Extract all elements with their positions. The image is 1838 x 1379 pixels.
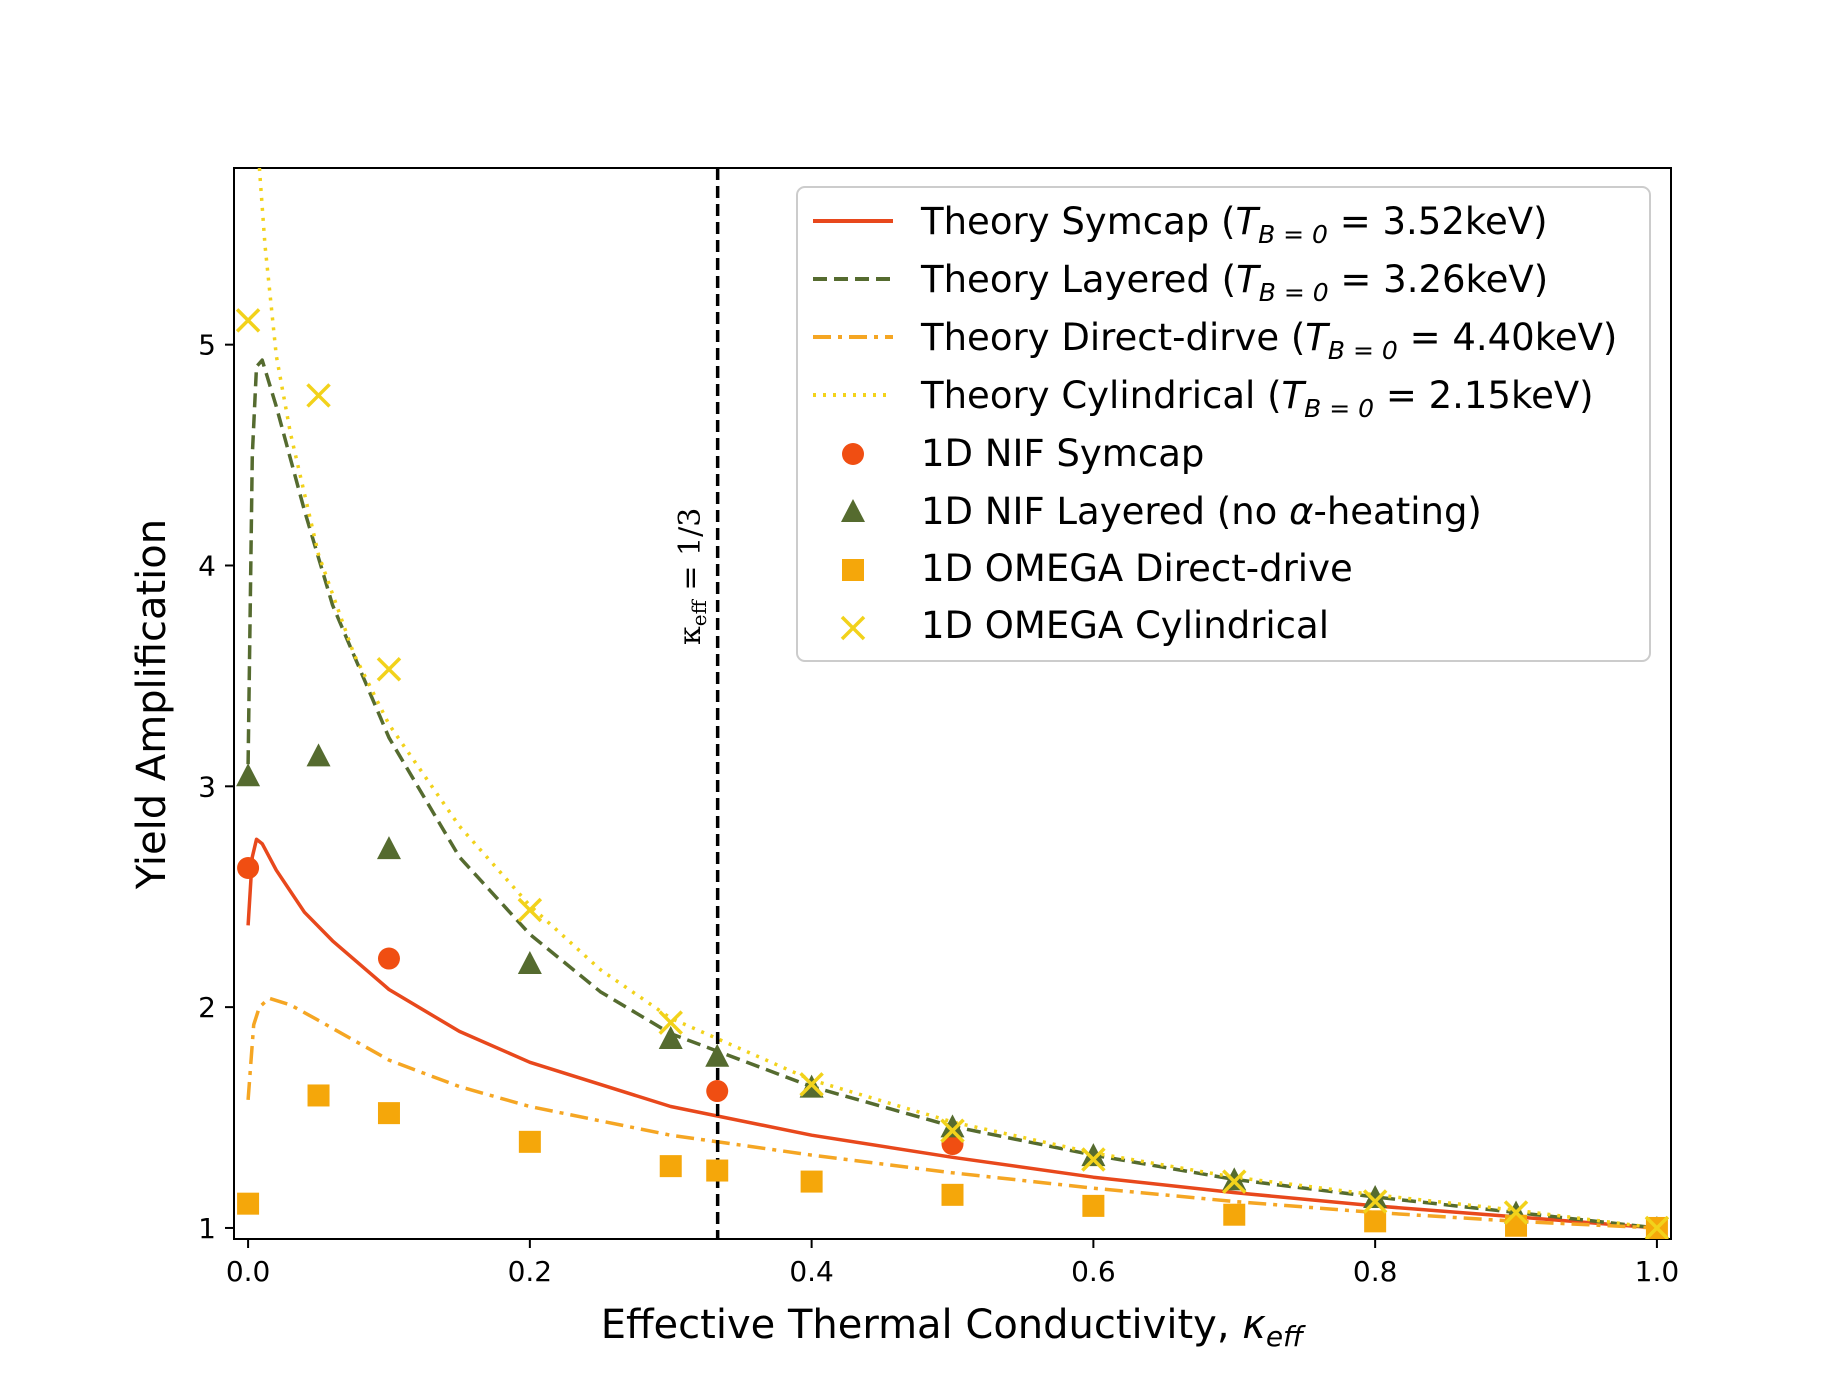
legend-omega-direct-label: 1D OMEGA Direct-drive bbox=[921, 547, 1353, 590]
vertical-line-label: κeff = 1/3 bbox=[673, 508, 711, 645]
omega-direct-point bbox=[1223, 1203, 1246, 1226]
omega-direct-point bbox=[706, 1159, 729, 1182]
omega-cylindrical-point bbox=[306, 383, 331, 408]
legend-nif-layered-label: 1D NIF Layered (no α-heating) bbox=[921, 490, 1482, 533]
x-tick-label: 1.0 bbox=[1635, 1255, 1680, 1288]
legend-nif-symcap-label: 1D NIF Symcap bbox=[921, 432, 1204, 475]
legend: Theory Symcap (TB = 0 = 3.52keV) Theory … bbox=[796, 186, 1651, 662]
layered-theory-curve bbox=[246, 358, 1658, 1230]
nif-layered-point bbox=[376, 836, 401, 860]
nif-symcap-point bbox=[377, 947, 400, 970]
legend-nif-layered-marker bbox=[841, 499, 865, 522]
x-tick-label: 0.0 bbox=[226, 1255, 271, 1288]
y-tick-label: 3 bbox=[198, 770, 216, 803]
nif-layered-point bbox=[306, 743, 331, 767]
x-axis-title: Effective Thermal Conductivity, κeff bbox=[601, 1302, 1306, 1353]
nif-layered-point bbox=[517, 950, 542, 974]
x-axis-ticks: 0.0 0.2 0.4 0.6 0.8 1.0 bbox=[226, 1239, 1679, 1288]
nif-symcap-point bbox=[706, 1080, 729, 1103]
legend-frame bbox=[796, 186, 1651, 662]
theory-curves bbox=[246, 168, 1658, 1230]
legend-nif-symcap-marker bbox=[842, 443, 864, 465]
nif-layered-point bbox=[658, 1026, 683, 1050]
nif-layered-point bbox=[1363, 1185, 1388, 1209]
omega-cylindrical-point bbox=[1222, 1169, 1247, 1194]
omega-cylindrical-point bbox=[517, 897, 543, 923]
legend-cylindrical-label: Theory Cylindrical (TB = 0 = 2.15keV) bbox=[920, 374, 1594, 423]
omega-direct-point bbox=[1364, 1210, 1387, 1233]
data-markers bbox=[235, 308, 1670, 1239]
omega-cylindrical-point bbox=[1503, 1200, 1529, 1225]
omega-cylindrical-point bbox=[1644, 1215, 1670, 1239]
nif-layered-point bbox=[236, 763, 261, 787]
omega-direct-point bbox=[237, 1192, 260, 1215]
nif-layered-point bbox=[1222, 1167, 1247, 1191]
omega-cylindrical-point bbox=[376, 657, 402, 682]
omega-direct-point bbox=[941, 1183, 964, 1206]
omega-cylindrical-point bbox=[799, 1072, 824, 1097]
legend-direct-drive-label: Theory Direct-dirve (TB = 0 = 4.40keV) bbox=[920, 316, 1617, 365]
x-tick-label: 0.4 bbox=[789, 1255, 834, 1288]
omega-direct-point bbox=[659, 1155, 682, 1178]
y-tick-label: 5 bbox=[198, 329, 216, 362]
symcap-theory-curve bbox=[246, 837, 1658, 1230]
omega-cylindrical-point bbox=[940, 1118, 965, 1144]
legend-omega-cylindrical-marker bbox=[840, 615, 866, 641]
omega-cylindrical-point bbox=[658, 1010, 683, 1035]
y-axis-title: Yield Amplification bbox=[129, 519, 175, 890]
omega-cylindrical-point bbox=[235, 308, 261, 333]
plot-frame bbox=[233, 167, 1672, 1240]
nif-symcap-point bbox=[237, 857, 260, 880]
omega-direct-point bbox=[307, 1084, 330, 1107]
legend-layered-label: Theory Layered (TB = 0 = 3.26keV) bbox=[920, 258, 1548, 307]
y-tick-label: 2 bbox=[198, 991, 216, 1024]
y-tick-label: 4 bbox=[198, 549, 216, 582]
legend-omega-cylindrical-label: 1D OMEGA Cylindrical bbox=[921, 604, 1329, 647]
x-tick-label: 0.6 bbox=[1071, 1255, 1116, 1288]
nif-layered-point bbox=[940, 1114, 965, 1138]
x-tick-label: 0.2 bbox=[508, 1255, 553, 1288]
y-tick-label: 1 bbox=[198, 1212, 216, 1245]
omega-cylindrical-point bbox=[1081, 1147, 1106, 1172]
legend-symcap-label: Theory Symcap (TB = 0 = 3.52keV) bbox=[920, 200, 1548, 249]
y-axis-ticks: 1 2 3 4 5 bbox=[198, 329, 234, 1245]
omega-direct-point bbox=[377, 1102, 400, 1125]
nif-layered-point bbox=[705, 1043, 730, 1067]
legend-omega-direct-marker bbox=[842, 559, 864, 581]
omega-direct-point bbox=[518, 1130, 541, 1153]
x-tick-label: 0.8 bbox=[1353, 1255, 1398, 1288]
omega-direct-point bbox=[800, 1170, 823, 1193]
nif-layered-point bbox=[1081, 1143, 1106, 1167]
omega-direct-point bbox=[1082, 1194, 1105, 1217]
omega-cylindrical-point bbox=[1362, 1189, 1388, 1214]
